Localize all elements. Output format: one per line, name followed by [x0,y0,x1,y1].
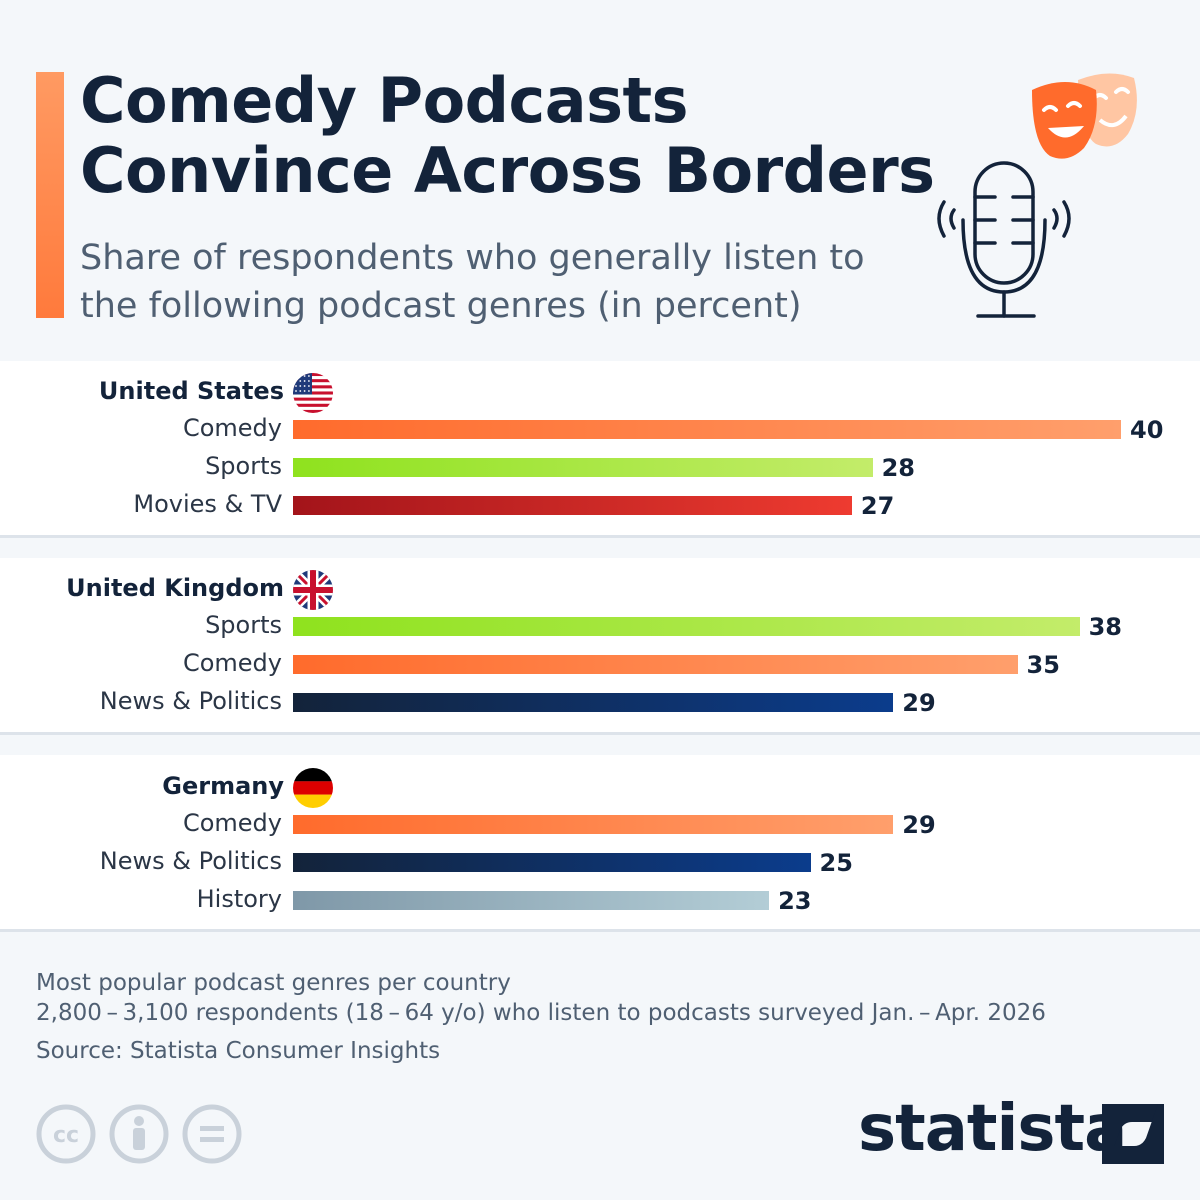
category-label-united-kingdom-news-politics: News & Politics [99,687,282,715]
category-label-germany-news-politics: News & Politics [99,847,282,875]
category-label-united-states-sports: Sports [205,452,282,480]
cc-icon: cc [36,1104,96,1164]
value-label-germany-news-politics: 25 [819,849,853,877]
no-derivatives-icon [182,1104,242,1164]
bar-united-states-sports [293,458,873,477]
category-label-united-kingdom-comedy: Comedy [182,649,282,677]
footer-sample: 2,800 – 3,100 respondents (18 – 64 y/o) … [36,1000,1046,1026]
footer-note: Most popular podcast genres per country [36,970,511,996]
country-label-united-states: United States [98,377,284,405]
us-flag-icon [293,373,333,413]
chart-title: Comedy Podcasts Convince Across Borders [80,66,935,206]
bar-germany-history [293,891,770,910]
chart-subtitle: Share of respondents who generally liste… [80,234,940,330]
value-label-united-states-movies-tv: 27 [860,492,895,520]
attribution-icon [109,1104,169,1164]
value-label-united-states-comedy: 40 [1130,416,1164,444]
bar-united-states-movies-tv [293,496,852,515]
value-label-united-kingdom-news-politics: 29 [902,689,936,717]
footer-source: Source: Statista Consumer Insights [36,1038,441,1064]
category-label-united-states-movies-tv: Movies & TV [133,490,282,518]
bar-united-kingdom-comedy [293,655,1018,674]
statista-logo-icon [1102,1104,1164,1164]
bar-united-kingdom-news-politics [293,693,894,712]
theater-masks-icon [1032,73,1137,159]
value-label-united-kingdom-sports: 38 [1088,613,1122,641]
value-label-germany-comedy: 29 [902,811,936,839]
bar-united-kingdom-sports [293,617,1080,636]
statista-wordmark: statista [858,1092,1127,1166]
bar-united-states-comedy [293,420,1121,439]
value-label-germany-history: 23 [778,887,812,915]
svg-text:cc: cc [53,1123,79,1148]
bar-germany-comedy [293,815,894,834]
accent-bar [36,72,64,318]
category-label-united-kingdom-sports: Sports [205,611,282,639]
uk-flag-icon [293,570,333,610]
country-label-germany: Germany [162,772,284,800]
title-line-2: Convince Across Borders [80,134,935,207]
value-label-united-kingdom-comedy: 35 [1026,651,1060,679]
germany-flag-icon [293,768,333,808]
category-label-germany-comedy: Comedy [182,809,282,837]
category-label-germany-history: History [196,885,282,913]
subtitle-line-2: the following podcast genres (in percent… [80,286,802,326]
podcast-illustration [937,73,1137,318]
country-label-united-kingdom: United Kingdom [66,574,284,602]
category-label-united-states-comedy: Comedy [182,414,282,442]
microphone-icon [937,161,1071,318]
subtitle-line-1: Share of respondents who generally liste… [80,238,865,278]
value-label-united-states-sports: 28 [881,454,915,482]
bar-germany-news-politics [293,853,811,872]
title-line-1: Comedy Podcasts [80,64,689,137]
